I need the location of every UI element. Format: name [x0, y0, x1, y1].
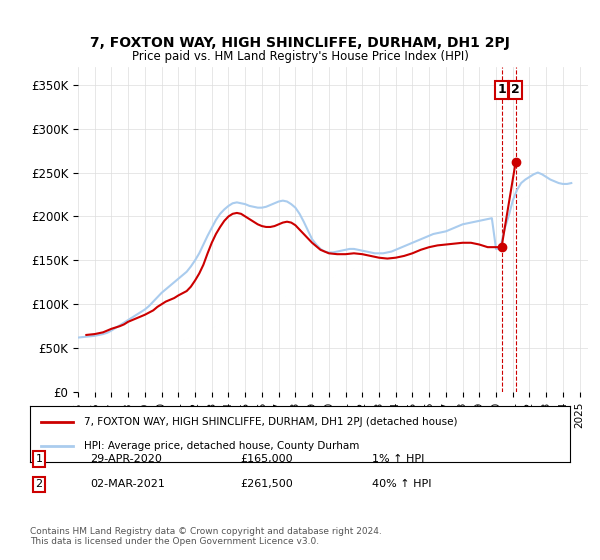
- Text: HPI: Average price, detached house, County Durham: HPI: Average price, detached house, Coun…: [84, 441, 359, 451]
- Text: 29-APR-2020: 29-APR-2020: [90, 454, 162, 464]
- Text: £261,500: £261,500: [240, 479, 293, 489]
- Text: 2: 2: [35, 479, 43, 489]
- Text: 7, FOXTON WAY, HIGH SHINCLIFFE, DURHAM, DH1 2PJ (detached house): 7, FOXTON WAY, HIGH SHINCLIFFE, DURHAM, …: [84, 417, 458, 427]
- Text: 1% ↑ HPI: 1% ↑ HPI: [372, 454, 424, 464]
- Text: 40% ↑ HPI: 40% ↑ HPI: [372, 479, 431, 489]
- Text: 1: 1: [35, 454, 43, 464]
- Text: Contains HM Land Registry data © Crown copyright and database right 2024.
This d: Contains HM Land Registry data © Crown c…: [30, 526, 382, 546]
- Text: £165,000: £165,000: [240, 454, 293, 464]
- Text: 7, FOXTON WAY, HIGH SHINCLIFFE, DURHAM, DH1 2PJ: 7, FOXTON WAY, HIGH SHINCLIFFE, DURHAM, …: [90, 36, 510, 50]
- Text: Price paid vs. HM Land Registry's House Price Index (HPI): Price paid vs. HM Land Registry's House …: [131, 50, 469, 63]
- Text: 2: 2: [511, 83, 520, 96]
- Text: 02-MAR-2021: 02-MAR-2021: [90, 479, 165, 489]
- Text: 1: 1: [497, 83, 506, 96]
